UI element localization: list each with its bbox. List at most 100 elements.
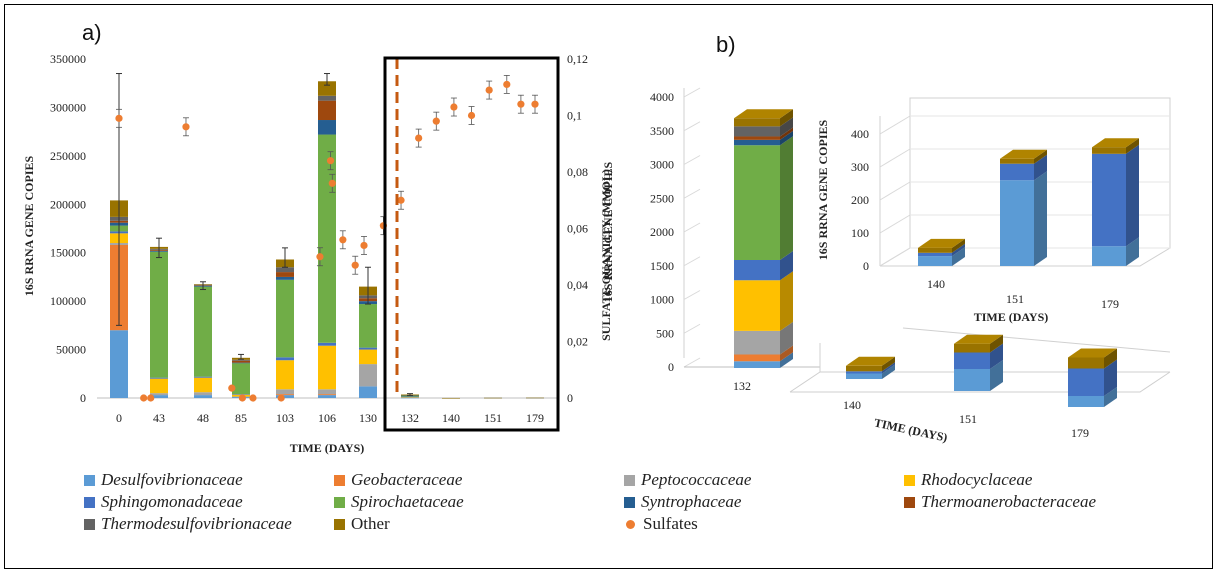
b-left-bar-segment-side (780, 127, 793, 140)
y2-tick-label: 0,06 (567, 222, 588, 236)
b-right-top-bar-segment (1000, 158, 1034, 164)
b-left-bar-segment (734, 260, 780, 281)
bar-segment (276, 394, 294, 396)
bar-segment (232, 394, 250, 395)
b-right-top-bar-segment-side (952, 238, 965, 253)
sulfate-point (182, 123, 190, 131)
legend: Desulfovibrionaceae Geobacteraceae Peptoco… (84, 470, 1204, 562)
b-right-top-floor (880, 247, 1171, 267)
legend-label: Spirochaetaceae (351, 492, 464, 511)
b-right-top-bar-segment-side (1034, 149, 1047, 164)
bar-segment (150, 251, 168, 378)
b-left-gridline (683, 357, 701, 368)
b-right-bottom-bar-segment (1068, 357, 1104, 369)
legend-label: Other (351, 514, 390, 533)
b-right-top-bar-segment-side (1034, 154, 1047, 181)
b-right-bottom-bar-segment-top (954, 334, 1003, 344)
y-tick-label: 0 (80, 391, 86, 405)
b-right-top-gridline (879, 148, 911, 168)
x-tick-label: 103 (276, 411, 294, 425)
b-right-bottom-bar-segment (846, 373, 882, 379)
b-right-top-bar-segment-side (1126, 138, 1139, 154)
b-right-bottom-backline (902, 327, 1171, 353)
b-left-bar-segment-side (780, 345, 793, 362)
b-left-gridline (683, 87, 701, 98)
b-right-bottom-bar-segment-side (882, 362, 895, 374)
b-right-top-gridline (879, 115, 911, 135)
b-right-top-y-title: 16S RRNA GENE COPIES (816, 120, 830, 261)
b-right-top-gridline (879, 214, 911, 234)
b-left-gridline (683, 323, 701, 334)
b-right-bottom-bar-segment (846, 365, 882, 372)
y2-tick-label: 0 (567, 391, 573, 405)
b-right-bottom-x-tick: 140 (843, 398, 861, 412)
x-tick-label: 179 (526, 411, 544, 425)
b-right-top-bar-segment-side (952, 243, 965, 257)
panel-b-label: b) (716, 32, 736, 57)
highlight-box (383, 56, 560, 432)
b-right-top-bar-segment (1092, 147, 1126, 154)
b-right-top-bar-segment (918, 247, 952, 253)
b-left-bar-segment-side (780, 251, 793, 281)
bar-segment (232, 363, 250, 395)
y-tick-label: 100000 (50, 294, 86, 308)
b-right-top-bar-segment (1000, 163, 1034, 181)
bar-segment (442, 397, 460, 399)
x-tick-label: 130 (359, 411, 377, 425)
sulfate-point (316, 253, 324, 261)
legend-label: Sphingomonadaceae (101, 492, 243, 511)
figure-frame (4, 4, 1213, 569)
x-axis-title: TIME (DAYS) (290, 441, 365, 455)
x-tick-label: 132 (401, 411, 419, 425)
b-right-top-bar-segment-side (1034, 171, 1047, 266)
y-axis-title: 16S RRNA GENE COPIES (22, 156, 36, 297)
legend-item: Geobacteraceae (334, 470, 462, 490)
bar-segment (318, 120, 336, 135)
legend-item: Sulfates (624, 514, 698, 534)
bar-segment (194, 286, 212, 377)
bar-segment (150, 395, 168, 398)
b-right-top-bar-segment-top (1000, 149, 1047, 159)
b-left-bar-segment-side (780, 117, 793, 137)
b-left-y-tick: 500 (656, 326, 674, 340)
b-right-bottom-bar-segment-side (882, 356, 895, 372)
b-left-bar-segment (734, 280, 780, 331)
b-left-gridline (683, 290, 701, 300)
b-right-bottom-bar-segment (1068, 368, 1104, 396)
x-tick-label: 106 (318, 411, 336, 425)
b-left-bar-segment-side (780, 352, 793, 368)
b-right-bottom-floor-front (790, 371, 1171, 393)
y2-tick-label: 0,04 (567, 278, 588, 292)
b-right-top-bar-segment-side (952, 247, 965, 266)
legend-swatch (904, 496, 915, 508)
b-left-y-title: 16S RRNA GENE COPIES (601, 162, 615, 303)
b-right-bottom-bar-segment (1068, 396, 1104, 407)
b-right-top-bar-segment-side (1126, 144, 1139, 247)
b-right-bottom-bar-segment-side (882, 364, 895, 379)
b-right-top-y-tick: 400 (851, 127, 869, 141)
b-left-bar-segment (734, 361, 780, 368)
bar-segment (318, 342, 336, 346)
b-right-top-bar-segment (1092, 153, 1126, 247)
sulfate-point (140, 394, 148, 402)
panel-a-chart: 0 50000 100000 150000 200000 250000 300000 3500… (22, 52, 613, 455)
b-left-bar-segment (734, 139, 780, 146)
b-left-bar-segment (734, 330, 780, 355)
legend-item: Spirochaetaceae (334, 492, 464, 512)
sulfate-point (432, 117, 440, 125)
b-left-y-tick: 1000 (650, 293, 674, 307)
sulfate-point (485, 86, 493, 94)
bar-segment (359, 304, 377, 348)
bar-segment (276, 279, 294, 358)
y-tick-label: 300000 (50, 100, 86, 114)
bar-segment (276, 267, 294, 273)
b-right-bottom-x-title: TIME (DAYS) (873, 415, 949, 444)
bar-segment (150, 378, 168, 394)
b-left-x-tick: 132 (733, 379, 751, 393)
sulfate-point (147, 394, 155, 402)
y-tick-label: 350000 (50, 52, 86, 66)
sulfate-point (115, 114, 123, 122)
b-right-bottom-bar-segment-side (990, 360, 1003, 391)
legend-dot-marker (626, 519, 635, 529)
